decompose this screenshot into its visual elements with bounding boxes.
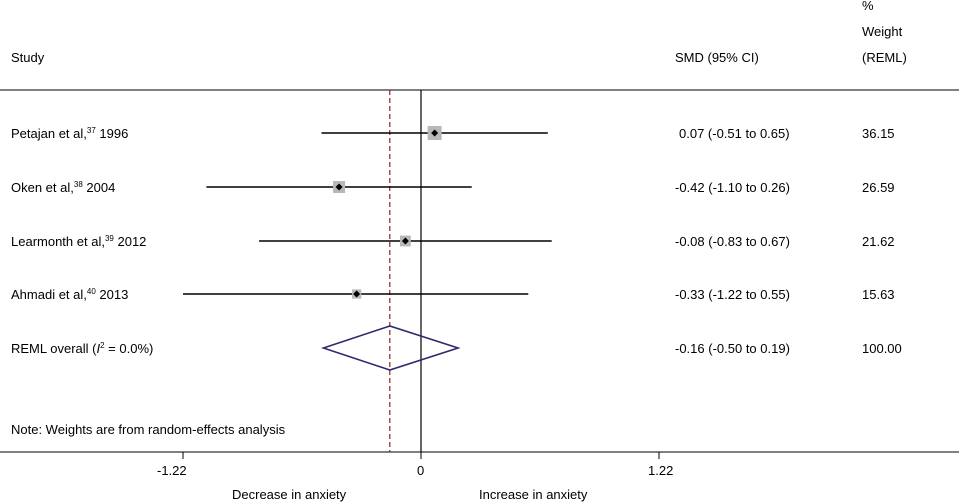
ci-text-overall: -0.16 (-0.50 to 0.19) — [675, 341, 790, 356]
point-estimate-1 — [335, 183, 343, 191]
weights-note: Note: Weights are from random-effects an… — [11, 422, 286, 437]
ci-text-ahmadi: -0.33 (-1.22 to 0.55) — [675, 287, 790, 302]
overall-label: REML overall (I2 = 0.0%) — [11, 341, 154, 356]
weight-header-line-1: % — [862, 0, 874, 13]
weight-oken: 26.59 — [862, 180, 895, 195]
weight-header-line-2: Weight — [862, 24, 903, 39]
weight-header-line-3: (REML) — [862, 50, 907, 65]
x-tick-label-neg: -1.22 — [157, 463, 187, 478]
overall-diamond — [320, 325, 461, 371]
study-column-header: Study — [11, 50, 45, 65]
study-label-petajan: Petajan et al,37 1996 — [11, 126, 129, 141]
x-tick-label-zero: 0 — [417, 463, 425, 478]
x-tick-label-pos: 1.22 — [648, 463, 674, 478]
ci-text-learmonth: -0.08 (-0.83 to 0.67) — [675, 234, 790, 249]
study-label-oken: Oken et al,38 2004 — [11, 180, 116, 195]
weight-overall: 100.00 — [862, 341, 902, 356]
study-label-learmonth: Learmonth et al,39 2012 — [11, 234, 147, 249]
point-estimate-0 — [431, 129, 439, 137]
x-caption-increase: Increase in anxiety — [479, 487, 588, 502]
smd-column-header: SMD (95% CI) — [675, 50, 759, 65]
x-caption-decrease: Decrease in anxiety — [232, 487, 347, 502]
weight-ahmadi: 15.63 — [862, 287, 895, 302]
ci-text-oken: -0.42 (-1.10 to 0.26) — [675, 180, 790, 195]
study-label-ahmadi: Ahmadi et al,40 2013 — [11, 287, 129, 302]
ci-text-petajan: 0.07 (-0.51 to 0.65) — [679, 126, 790, 141]
point-estimate-3 — [353, 290, 361, 298]
point-estimate-2 — [401, 237, 409, 245]
weight-learmonth: 21.62 — [862, 234, 895, 249]
weight-petajan: 36.15 — [862, 126, 895, 141]
